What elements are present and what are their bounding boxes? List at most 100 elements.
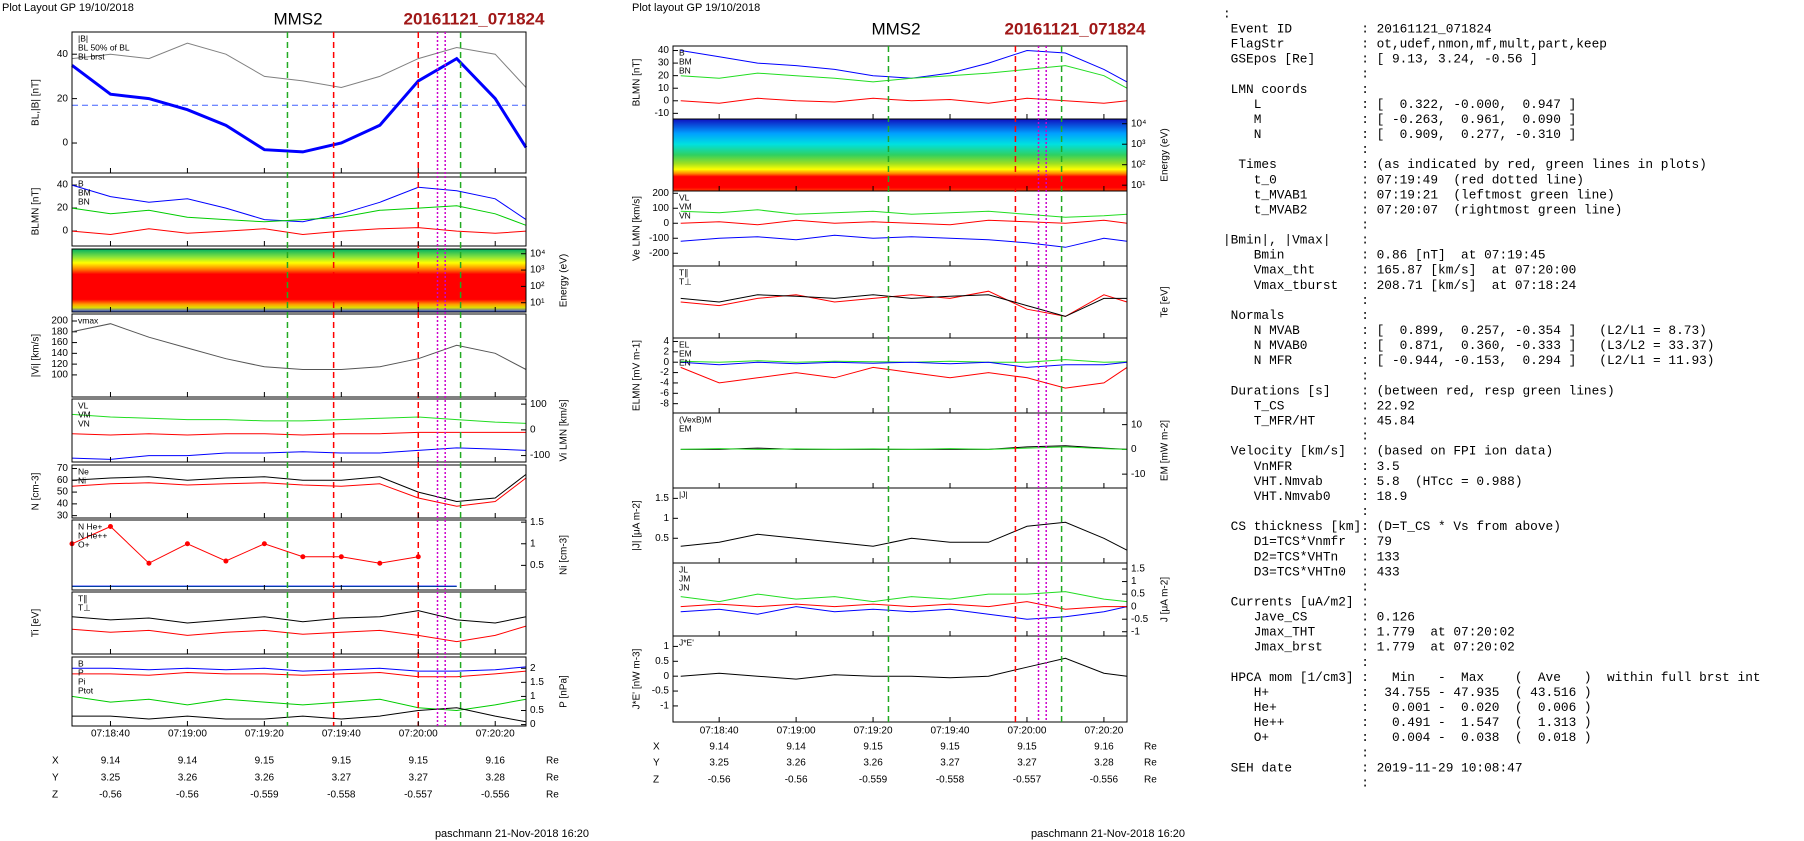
position-unit: Re (1144, 775, 1157, 786)
y-tick-label: 20 (57, 203, 69, 214)
info-line: VHT.Nmvab : 5.8 (HTcc = 0.988) (1223, 474, 1523, 489)
y-axis-label: N [cm-3] (31, 472, 42, 510)
series-line (680, 219, 1128, 226)
y-tick-label: -1 (1131, 626, 1140, 637)
position-value: -0.56 (785, 775, 808, 786)
info-line: VHT.Nmvab0 : 18.9 (1223, 489, 1407, 504)
y-tick-label: -1 (660, 701, 669, 712)
legend-entry: O+ (78, 539, 90, 549)
panel-frame (672, 45, 1128, 120)
panel-frame (672, 412, 1128, 489)
position-value: 3.25 (101, 773, 121, 784)
x-tick-label: 07:20:20 (1084, 726, 1123, 737)
position-value: 9.14 (709, 742, 729, 753)
y-tick-label: 40 (57, 180, 69, 191)
panel-frame (71, 31, 527, 174)
info-line: |Bmin|, |Vmax| : (1223, 233, 1369, 248)
info-line: Durations [s] : (between red, resp green… (1223, 383, 1615, 398)
y-tick-label: 70 (57, 463, 69, 474)
y-tick-label: 140 (51, 348, 68, 359)
position-value: 3.27 (1017, 758, 1037, 769)
y-tick-label: 50 (57, 487, 69, 498)
position-value: -0.56 (99, 790, 122, 801)
y-tick-label: 10⁴ (530, 248, 545, 259)
series-line (680, 657, 1128, 680)
series-line (71, 431, 526, 436)
info-line: : (1223, 6, 1231, 21)
y-tick-label: 20 (658, 70, 670, 81)
info-line: Bmin : 0.86 [nT] at 07:19:45 (1223, 248, 1546, 263)
y-tick-label: 40 (57, 49, 69, 60)
series-line (71, 447, 527, 460)
y-tick-label: -10 (655, 108, 670, 119)
spectrogram (72, 249, 526, 312)
position-label: Z (52, 790, 58, 801)
series-line (71, 625, 527, 643)
y-axis-label: BL,|B| [nT] (31, 79, 42, 126)
info-line: Velocity [km/s] : (based on FPI ion data… (1223, 444, 1553, 459)
y-axis-label: |Vi| [km/s] (31, 334, 42, 378)
legend-entry: vmax (78, 315, 99, 325)
series-line (71, 184, 527, 223)
y-tick-label: 0 (530, 719, 536, 730)
plot-footer: paschmann 21-Nov-2018 16:20 (1031, 828, 1185, 840)
legend-entry: BN (679, 65, 691, 75)
panel-frame (672, 562, 1128, 637)
plot-title: MMS2 (273, 9, 322, 28)
y-tick-label: 1 (663, 513, 669, 524)
x-tick-label: 07:19:40 (931, 726, 970, 737)
legend-entry: N He++ (78, 530, 107, 540)
position-value: -0.56 (176, 790, 199, 801)
legend-entry: JL (679, 564, 688, 574)
position-unit: Re (1144, 758, 1157, 769)
x-tick-label: 07:20:00 (1007, 726, 1046, 737)
legend-entry: B (78, 658, 84, 668)
position-unit: Re (546, 756, 559, 767)
y-tick-label: -100 (649, 233, 669, 244)
series-marker (338, 554, 344, 560)
y-axis-label: Ni [cm-3] (559, 535, 570, 575)
y-axis-label: J [μA m-2] (1160, 577, 1171, 622)
series-marker (223, 558, 229, 564)
y-tick-label: -8 (660, 398, 669, 409)
series-marker (184, 541, 190, 547)
info-line: : (1223, 429, 1369, 444)
info-line: Vmax_tburst : 208.71 [km/s] at 07:18:24 (1223, 278, 1577, 293)
info-line: D1=TCS*Vnmfr : 79 (1223, 534, 1392, 549)
position-value: 9.16 (485, 756, 505, 767)
series-line (680, 359, 1128, 363)
y-axis-label: BLMN [nT] (632, 58, 643, 106)
info-line: t_0 : 07:19:49 (red dotted line) (1223, 172, 1584, 187)
y-tick-label: 100 (652, 203, 669, 214)
y-tick-label: 10¹ (530, 297, 545, 308)
legend-entry: VL (679, 192, 690, 202)
legend-entry: T⊥ (78, 602, 91, 612)
y-tick-label: 60 (57, 475, 69, 486)
x-tick-label: 07:20:00 (399, 729, 438, 740)
y-axis-label: Vi LMN [km/s] (559, 399, 570, 461)
position-value: 3.26 (786, 758, 806, 769)
series-line (71, 227, 527, 236)
legend-entry: BL brst (78, 51, 105, 61)
info-line: T_MFR/HT : 45.84 (1223, 414, 1415, 429)
spectrogram (673, 119, 1127, 191)
info-line: Jave_CS : 0.126 (1223, 610, 1415, 625)
y-tick-label: 1 (663, 641, 669, 652)
position-label: X (653, 742, 660, 753)
series-line (71, 525, 419, 564)
y-tick-label: -4 (660, 378, 669, 389)
x-tick-label: 07:20:20 (476, 729, 515, 740)
series-marker (107, 523, 113, 529)
info-line: D2=TCS*VHTn : 133 (1223, 549, 1400, 564)
info-line: : (1223, 142, 1369, 157)
info-line: N MFR : [ -0.944, -0.153, 0.294 ] (L2/L1… (1223, 353, 1714, 368)
legend-entry: |J| (679, 489, 688, 499)
series-line (71, 205, 527, 226)
legend-entry: JN (679, 582, 689, 592)
x-tick-label: 07:19:20 (854, 726, 893, 737)
legend-entry: T∥ (679, 267, 688, 277)
info-line: N MVAB0 : [ 0.871, 0.360, -0.333 ] (L3/L… (1223, 338, 1714, 353)
y-tick-label: 0.5 (655, 533, 669, 544)
y-axis-label: |J| [μA m-2] (632, 500, 643, 551)
info-line: VnMFR : 3.5 (1223, 459, 1400, 474)
